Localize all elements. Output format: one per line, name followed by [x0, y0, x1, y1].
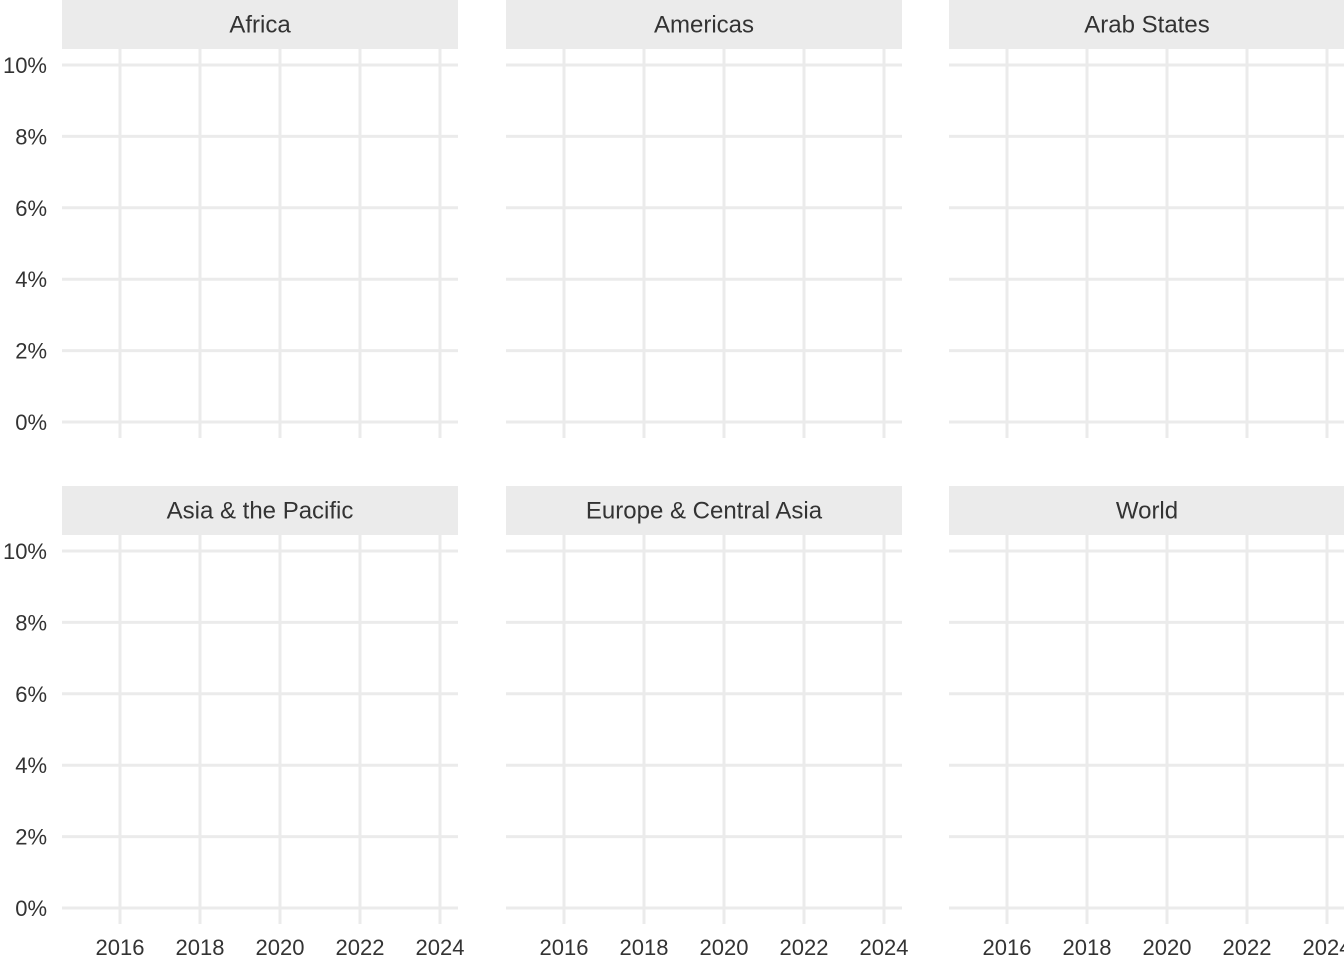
facet-title: World	[1116, 498, 1178, 525]
facet-strip	[62, 486, 458, 535]
facet-strip	[949, 0, 1344, 49]
y-tick-label: 0%	[15, 410, 47, 435]
facet-title: Africa	[229, 12, 291, 39]
y-tick-label: 10%	[3, 539, 47, 564]
x-tick-label: 2022	[780, 935, 829, 960]
x-tick-label: 2018	[176, 935, 225, 960]
panel-background	[62, 535, 458, 924]
y-tick-label: 8%	[15, 610, 47, 635]
x-tick-label: 2016	[96, 935, 145, 960]
facet-title: Americas	[654, 12, 754, 39]
x-tick-label: 2024	[860, 935, 909, 960]
facet-panel-5: World 2016 2018 2020 2022 2024	[949, 486, 1344, 960]
facet-panel-1: Americas	[506, 0, 902, 438]
facet-strip	[506, 0, 902, 49]
y-tick-label: 4%	[15, 753, 47, 778]
x-tick-label: 2024	[416, 935, 465, 960]
y-tick-label: 2%	[15, 339, 47, 364]
x-tick-label: 2020	[256, 935, 305, 960]
x-tick-label: 2016	[540, 935, 589, 960]
panel-background	[62, 49, 458, 438]
facet-panel-0: Africa 0% 2% 4% 6% 8% 10%	[3, 0, 458, 438]
y-tick-label: 8%	[15, 124, 47, 149]
facet-strip	[506, 486, 902, 535]
panel-background	[949, 535, 1344, 924]
y-tick-label: 0%	[15, 896, 47, 921]
y-tick-label: 2%	[15, 825, 47, 850]
facet-strip	[949, 486, 1344, 535]
y-tick-label: 6%	[15, 196, 47, 221]
y-tick-label: 10%	[3, 53, 47, 78]
facet-title: Europe & Central Asia	[586, 498, 823, 525]
facet-title: Arab States	[1084, 12, 1209, 39]
x-tick-label: 2020	[700, 935, 749, 960]
facet-title: Asia & the Pacific	[167, 498, 354, 525]
y-tick-label: 6%	[15, 682, 47, 707]
x-tick-label: 2022	[1223, 935, 1272, 960]
facet-panel-4: Europe & Central Asia 2016 2018 2020 2022 202…	[506, 486, 908, 960]
facet-strip	[62, 0, 458, 49]
panel-background	[949, 49, 1344, 438]
panel-background	[506, 49, 902, 438]
x-tick-label: 2016	[983, 935, 1032, 960]
x-tick-label: 2018	[1063, 935, 1112, 960]
x-tick-label: 2018	[620, 935, 669, 960]
facet-panel-3: Asia & the Pacific 0% 2% 4% 6% 8% 10% 2016 2018 2…	[3, 486, 465, 960]
x-tick-label: 2024	[1303, 935, 1344, 960]
x-tick-label: 2022	[336, 935, 385, 960]
panel-background	[506, 535, 902, 924]
y-tick-label: 4%	[15, 267, 47, 292]
x-tick-label: 2020	[1143, 935, 1192, 960]
facet-panel-2: Arab States	[949, 0, 1344, 438]
